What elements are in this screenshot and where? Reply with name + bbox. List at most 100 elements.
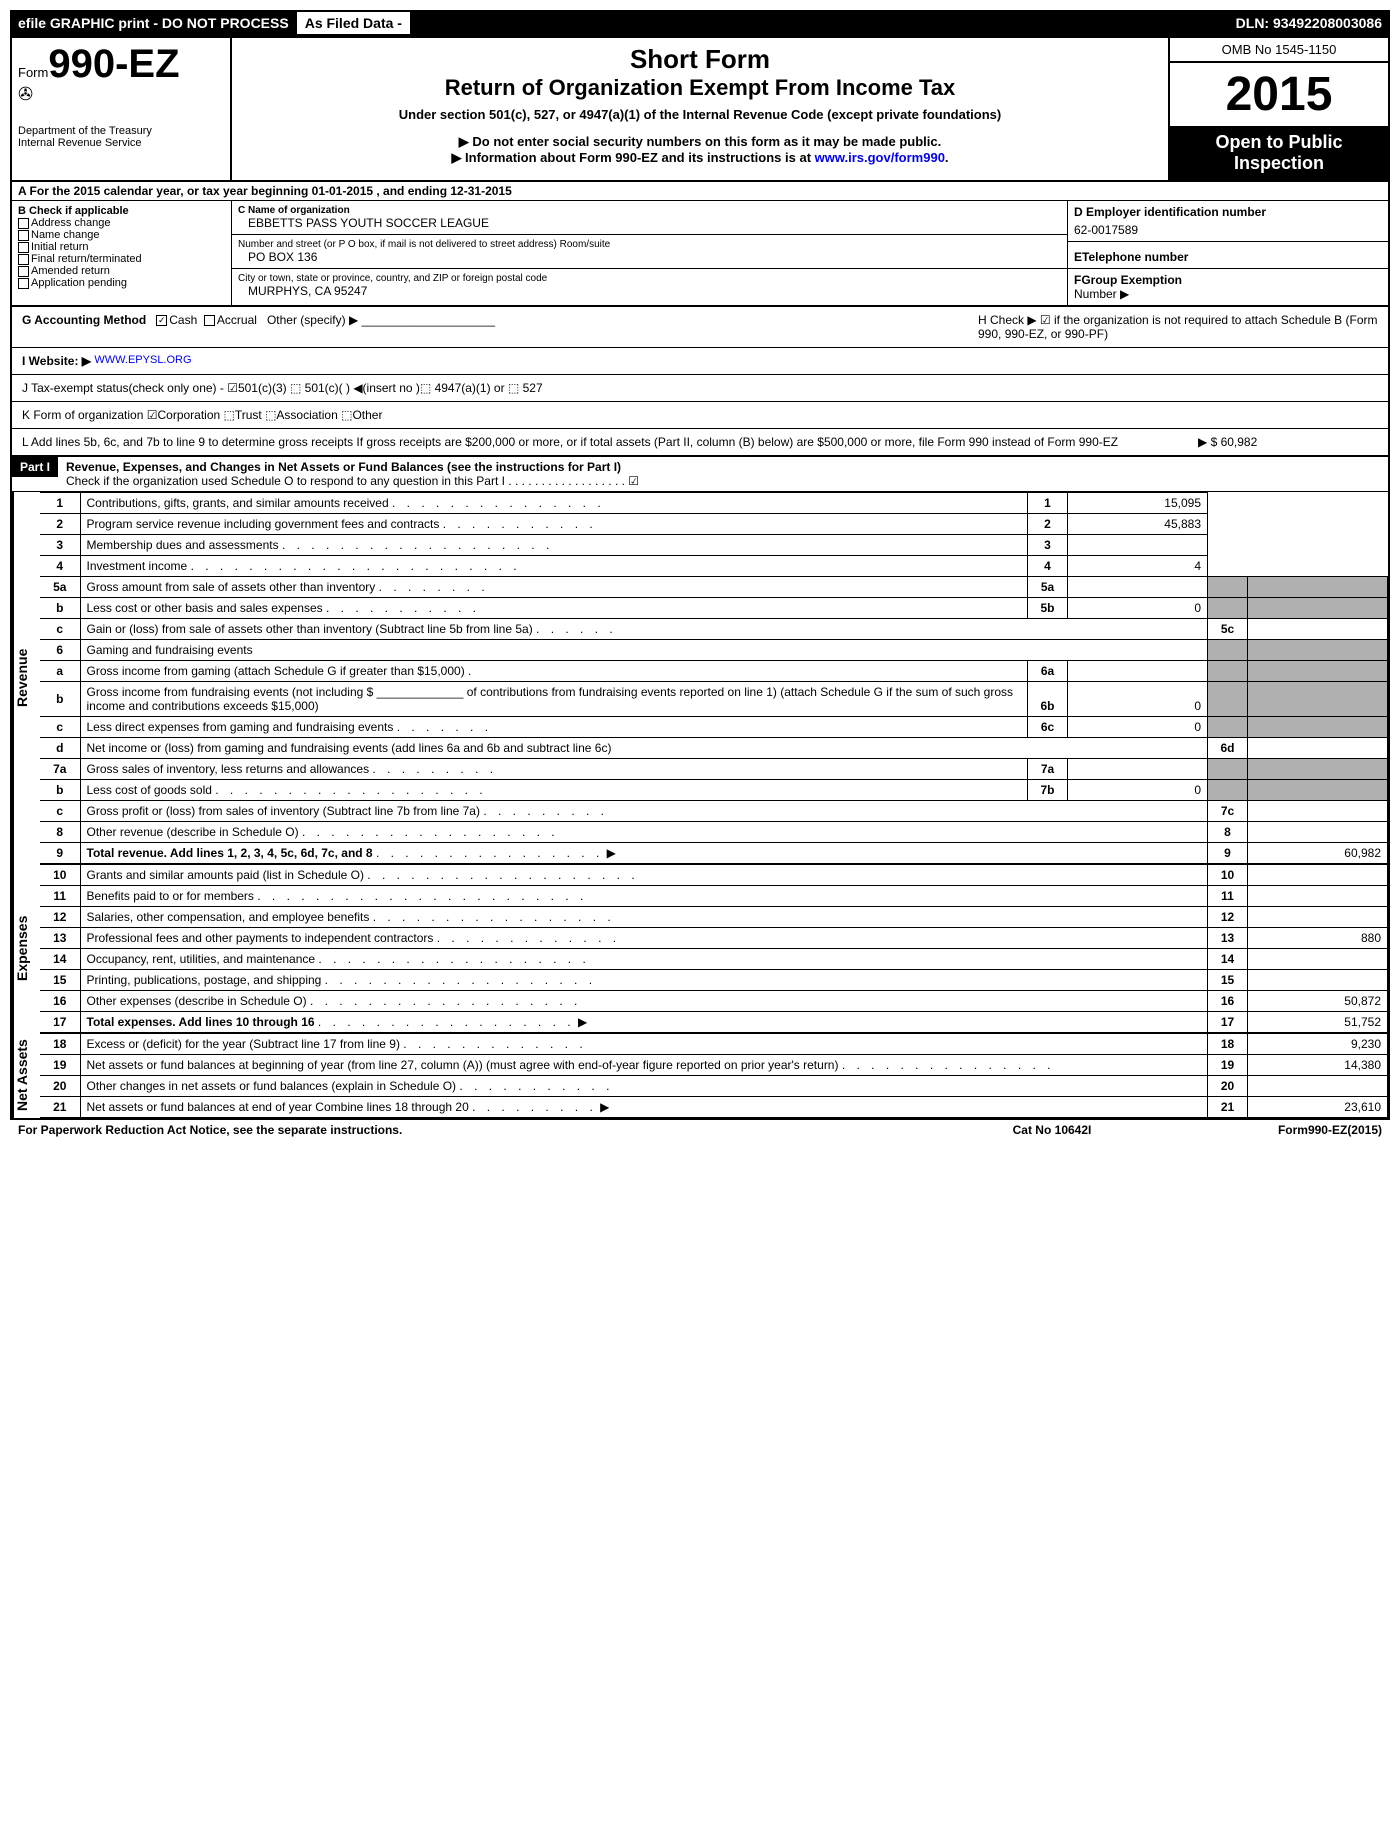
net-assets-vert-label: Net Assets: [12, 1033, 40, 1118]
footer-mid: Cat No 10642I: [922, 1123, 1182, 1137]
title-main: Short Form: [252, 44, 1148, 75]
line-18: 18Excess or (deficit) for the year (Subt…: [40, 1034, 1388, 1055]
row-a-text: A For the 2015 calendar year, or tax yea…: [12, 182, 1388, 200]
top-bar: efile GRAPHIC print - DO NOT PROCESS As …: [10, 10, 1390, 36]
as-filed-label: As Filed Data -: [297, 12, 410, 34]
expenses-table: 10Grants and similar amounts paid (list …: [40, 864, 1388, 1033]
row-j: J Tax-exempt status(check only one) - ☑5…: [12, 375, 1388, 402]
arrow-line-1: ▶ Do not enter social security numbers o…: [252, 134, 1148, 150]
line-6a: aGross income from gaming (attach Schedu…: [40, 661, 1388, 682]
form-body: Form990-EZ ✇ Department of the Treasury …: [10, 36, 1390, 1120]
section-c: C Name of organization EBBETTS PASS YOUT…: [232, 201, 1068, 305]
row-h: H Check ▶ ☑ if the organization is not r…: [958, 313, 1378, 341]
section-d: D Employer identification number 62-0017…: [1068, 201, 1388, 305]
line-6c: cLess direct expenses from gaming and fu…: [40, 717, 1388, 738]
line-13: 13Professional fees and other payments t…: [40, 928, 1388, 949]
footer-right: Form990-EZ(2015): [1182, 1123, 1382, 1137]
cb-amended: Amended return: [18, 265, 225, 277]
header-left: Form990-EZ ✇ Department of the Treasury …: [12, 38, 232, 180]
expenses-section: Expenses 10Grants and similar amounts pa…: [12, 864, 1388, 1033]
line-17: 17Total expenses. Add lines 10 through 1…: [40, 1012, 1388, 1033]
line-19: 19Net assets or fund balances at beginni…: [40, 1055, 1388, 1076]
part-i-label: Part I: [12, 457, 58, 477]
group-label-2: Number ▶: [1074, 287, 1382, 301]
row-l-amount: ▶ $ 60,982: [1198, 435, 1378, 449]
footer-row: For Paperwork Reduction Act Notice, see …: [10, 1120, 1390, 1140]
treasury-1: Department of the Treasury: [18, 125, 224, 137]
part-i-header: Part I Revenue, Expenses, and Changes in…: [12, 455, 1388, 492]
header-right: OMB No 1545-1150 2015 Open to Public Ins…: [1168, 38, 1388, 180]
section-bcde: B Check if applicable Address change Nam…: [12, 201, 1388, 307]
ein-label: D Employer identification number: [1074, 205, 1382, 219]
revenue-table: 1Contributions, gifts, grants, and simil…: [40, 492, 1388, 864]
row-g: G Accounting Method ✓Cash Accrual Other …: [12, 307, 1388, 348]
cb-address: Address change: [18, 217, 225, 229]
org-name: EBBETTS PASS YOUTH SOCCER LEAGUE: [238, 216, 1061, 230]
title-sub: Return of Organization Exempt From Incom…: [252, 75, 1148, 101]
line-15: 15Printing, publications, postage, and s…: [40, 970, 1388, 991]
inspection-box: Open to Public Inspection: [1170, 126, 1388, 180]
line-21: 21Net assets or fund balances at end of …: [40, 1097, 1388, 1118]
dln-label: DLN: 93492208003086: [1228, 12, 1390, 34]
footer-left: For Paperwork Reduction Act Notice, see …: [18, 1123, 922, 1137]
tax-year: 2015: [1170, 63, 1388, 126]
line-2: 2Program service revenue including gover…: [40, 514, 1388, 535]
revenue-vert-label: Revenue: [12, 492, 40, 864]
irs-link[interactable]: www.irs.gov/form990: [815, 150, 945, 165]
section-b-title: B Check if applicable: [18, 205, 225, 217]
org-name-label: C Name of organization: [238, 205, 1061, 216]
line-6d: dNet income or (loss) from gaming and fu…: [40, 738, 1388, 759]
header-row: Form990-EZ ✇ Department of the Treasury …: [12, 38, 1388, 182]
group-label: FGroup Exemption: [1074, 273, 1382, 287]
ein-val: 62-0017589: [1068, 219, 1388, 242]
net-assets-section: Net Assets 18Excess or (deficit) for the…: [12, 1033, 1388, 1118]
header-center: Short Form Return of Organization Exempt…: [232, 38, 1168, 180]
row-k: K Form of organization ☑Corporation ⬚Tru…: [12, 402, 1388, 429]
line-3: 3Membership dues and assessments . . . .…: [40, 535, 1388, 556]
line-8: 8Other revenue (describe in Schedule O) …: [40, 822, 1388, 843]
row-l: L Add lines 5b, 6c, and 7b to line 9 to …: [12, 429, 1388, 455]
arrow-line-2: ▶ Information about Form 990-EZ and its …: [252, 150, 1148, 166]
line-16: 16Other expenses (describe in Schedule O…: [40, 991, 1388, 1012]
line-5a: 5aGross amount from sale of assets other…: [40, 577, 1388, 598]
cb-name: Name change: [18, 229, 225, 241]
form-number: 990-EZ: [48, 42, 179, 86]
under-section: Under section 501(c), 527, or 4947(a)(1)…: [252, 107, 1148, 122]
line-5c: cGain or (loss) from sale of assets othe…: [40, 619, 1388, 640]
website-link[interactable]: WWW.EPYSL.ORG: [94, 354, 191, 368]
line-9: 9Total revenue. Add lines 1, 2, 3, 4, 5c…: [40, 843, 1388, 864]
line-4: 4Investment income . . . . . . . . . . .…: [40, 556, 1388, 577]
line-6b: bGross income from fundraising events (n…: [40, 682, 1388, 717]
part-i-check: Check if the organization used Schedule …: [66, 474, 639, 488]
phone-label: ETelephone number: [1068, 246, 1388, 269]
line-6: 6Gaming and fundraising events: [40, 640, 1388, 661]
street-val: PO BOX 136: [238, 250, 1061, 264]
expenses-vert-label: Expenses: [12, 864, 40, 1033]
line-5b: bLess cost or other basis and sales expe…: [40, 598, 1388, 619]
row-a: A For the 2015 calendar year, or tax yea…: [12, 182, 1388, 201]
city-label: City or town, state or province, country…: [238, 273, 1061, 284]
line-7a: 7aGross sales of inventory, less returns…: [40, 759, 1388, 780]
efile-label: efile GRAPHIC print - DO NOT PROCESS: [10, 12, 297, 34]
revenue-section: Revenue 1Contributions, gifts, grants, a…: [12, 492, 1388, 864]
city-val: MURPHYS, CA 95247: [238, 284, 1061, 298]
cb-initial: Initial return: [18, 241, 225, 253]
net-assets-table: 18Excess or (deficit) for the year (Subt…: [40, 1033, 1388, 1118]
cb-final: Final return/terminated: [18, 253, 225, 265]
omb-number: OMB No 1545-1150: [1170, 38, 1388, 63]
cb-pending: Application pending: [18, 277, 225, 289]
line-12: 12Salaries, other compensation, and empl…: [40, 907, 1388, 928]
line-7b: bLess cost of goods sold . . . . . . . .…: [40, 780, 1388, 801]
part-i-title: Revenue, Expenses, and Changes in Net As…: [66, 460, 621, 474]
line-11: 11Benefits paid to or for members . . . …: [40, 886, 1388, 907]
line-7c: cGross profit or (loss) from sales of in…: [40, 801, 1388, 822]
treasury-2: Internal Revenue Service: [18, 137, 224, 149]
line-10: 10Grants and similar amounts paid (list …: [40, 865, 1388, 886]
section-b: B Check if applicable Address change Nam…: [12, 201, 232, 305]
form-prefix: Form: [18, 65, 48, 80]
street-label: Number and street (or P O box, if mail i…: [238, 239, 1061, 250]
line-20: 20Other changes in net assets or fund ba…: [40, 1076, 1388, 1097]
line-1: 1Contributions, gifts, grants, and simil…: [40, 493, 1388, 514]
line-14: 14Occupancy, rent, utilities, and mainte…: [40, 949, 1388, 970]
row-i: I Website: ▶ WWW.EPYSL.ORG: [12, 348, 1388, 375]
